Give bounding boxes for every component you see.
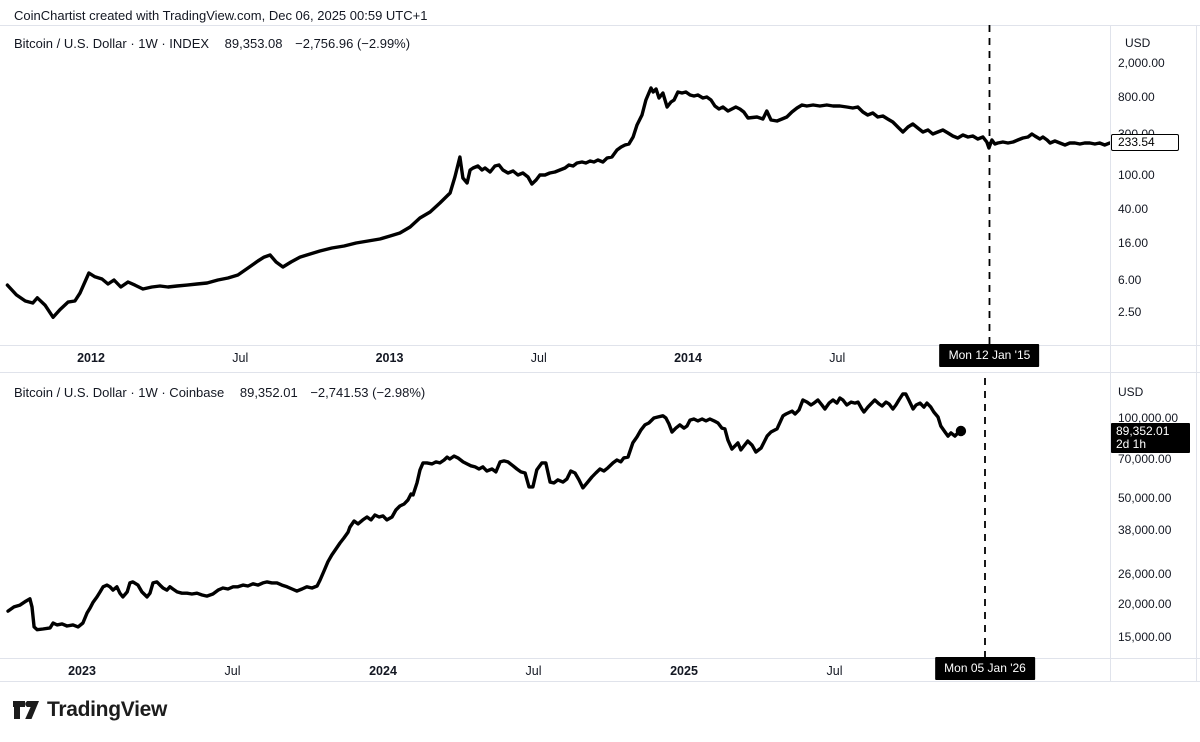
- currency-label: USD: [1118, 385, 1144, 399]
- price-tick-label: 50,000.00: [1118, 491, 1172, 506]
- price-tick-label: 100.00: [1118, 167, 1155, 182]
- date-marker-label: Mon 12 Jan '15: [939, 344, 1040, 367]
- price-series-line: [5, 86, 1110, 319]
- price-chart-top[interactable]: [0, 25, 1110, 345]
- price-axis-top[interactable]: USD 2,000.00800.00300.00100.0040.0016.00…: [1110, 25, 1200, 345]
- price-chart-bottom[interactable]: [0, 378, 1110, 658]
- time-tick-label: 2012: [77, 351, 105, 365]
- price-series-line: [6, 392, 963, 632]
- symbol-title: Bitcoin / U.S. Dollar · 1W · INDEX: [14, 36, 210, 51]
- price-tick-label: 100,000.00: [1118, 411, 1179, 425]
- chart-legend-bottom[interactable]: Bitcoin / U.S. Dollar · 1W · Coinbase 89…: [14, 385, 425, 400]
- price-tick-label: 2.50: [1118, 305, 1142, 320]
- panel-divider[interactable]: [0, 372, 1200, 373]
- price-tick-label: 26,000.00: [1118, 566, 1172, 581]
- chart-legend-top[interactable]: Bitcoin / U.S. Dollar · 1W · INDEX 89,35…: [14, 36, 410, 51]
- divider: [0, 681, 1200, 682]
- price-tick-label: 70,000.00: [1118, 452, 1172, 467]
- price-tick-label: 16.00: [1118, 236, 1149, 251]
- time-tick-label: 2013: [375, 351, 404, 365]
- price-tick-label: 20,000.00: [1118, 596, 1172, 611]
- last-price-label: 89,352.01 2d 1h: [1111, 423, 1190, 453]
- bar-countdown: 2d 1h: [1116, 437, 1147, 451]
- time-axis-top[interactable]: 2012 Jul 2013 Jul 2014 Jul Mon 12 Jan '15: [0, 344, 1110, 373]
- last-value: 89,353.08: [224, 36, 283, 51]
- date-marker-label: Mon 05 Jan '26: [935, 657, 1035, 680]
- time-tick-label: Jul: [530, 351, 547, 365]
- change-value: −2,741.53 (−2.98%): [310, 385, 426, 400]
- price-tick-label: 40.00: [1118, 201, 1149, 216]
- price-tick-label: 6.00: [1118, 272, 1142, 287]
- tradingview-logo-text: TradingView: [47, 698, 168, 721]
- right-edge-divider: [1196, 25, 1197, 681]
- time-tick-label: 2014: [674, 351, 702, 365]
- symbol-title: Bitcoin / U.S. Dollar · 1W · Coinbase: [14, 385, 225, 400]
- time-tick-label: 2025: [670, 664, 698, 678]
- time-tick-label: 2024: [369, 664, 397, 678]
- last-price-label: 233.54: [1111, 134, 1179, 152]
- tradingview-logo[interactable]: TradingView: [12, 698, 167, 722]
- price-tick-label: 800.00: [1118, 90, 1155, 105]
- divider: [0, 658, 1200, 659]
- last-value: 89,352.01: [239, 385, 298, 400]
- time-tick-label: Jul: [826, 664, 843, 678]
- time-tick-label: 2023: [68, 664, 96, 678]
- time-tick-label: Jul: [224, 664, 241, 678]
- attribution-text: CoinChartist created with TradingView.co…: [14, 8, 428, 23]
- tradingview-logo-icon: [13, 701, 39, 719]
- time-axis-bottom[interactable]: 2023 Jul 2024 Jul 2025 Jul Mon 05 Jan '26: [0, 657, 1110, 686]
- currency-label: USD: [1125, 36, 1151, 50]
- time-tick-label: Jul: [525, 664, 542, 678]
- time-tick-label: Jul: [829, 351, 846, 365]
- change-value: −2,756.96 (−2.99%): [295, 36, 411, 51]
- price-tick-label: 15,000.00: [1118, 630, 1172, 645]
- time-tick-label: Jul: [232, 351, 249, 365]
- last-bar-dot: [955, 425, 967, 437]
- price-axis-bottom[interactable]: USD 100,000.00 70,000.00 50,000.00 38,000.0…: [1110, 378, 1200, 658]
- divider: [0, 345, 1200, 346]
- price-tick-label: 2,000.00: [1118, 55, 1165, 70]
- divider: [0, 25, 1200, 26]
- price-axis-divider: [1110, 25, 1111, 681]
- price-tick-label: 38,000.00: [1118, 522, 1172, 537]
